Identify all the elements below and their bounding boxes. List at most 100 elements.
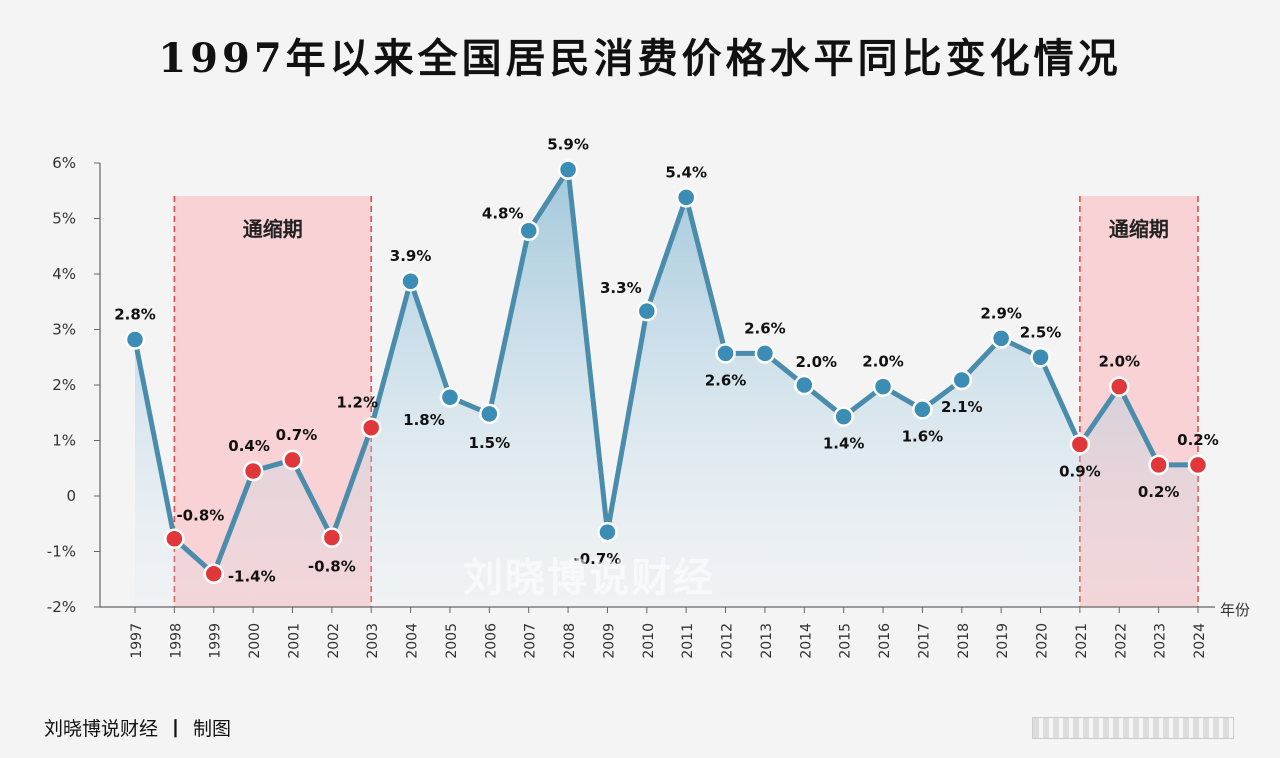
x-tick-label: 2000: [247, 623, 263, 659]
x-tick-label: 2024: [1192, 623, 1208, 659]
data-label-2013: 2.6%: [744, 319, 786, 337]
data-label-2017: 1.6%: [902, 427, 944, 445]
data-label-2009: -0.7%: [574, 550, 622, 568]
x-tick-label: 2014: [798, 623, 814, 659]
area-fill: [135, 169, 1198, 607]
footer-suffix: 制图: [193, 718, 232, 740]
data-label-2002: -0.8%: [308, 558, 356, 576]
data-point-1998: [164, 528, 185, 549]
data-label-2022: 2.0%: [1098, 353, 1140, 371]
data-label-2007: 4.8%: [482, 205, 524, 223]
data-label-2016: 2.0%: [862, 353, 904, 371]
data-point-2016: [872, 376, 894, 397]
data-label-1999: -1.4%: [228, 568, 276, 586]
x-tick-label: 2002: [326, 623, 342, 659]
x-tick-label: 2003: [365, 623, 381, 659]
x-tick-label: 2005: [444, 623, 460, 659]
y-tick-label: 1%: [52, 432, 76, 450]
data-label-2000: 0.4%: [228, 437, 270, 455]
chart-title: 1997年以来全国居民消费价格水平同比变化情况: [158, 35, 1122, 82]
y-tick-label: 6%: [52, 154, 76, 172]
y-tick-label: 4%: [52, 265, 76, 283]
data-label-2012: 2.6%: [705, 371, 747, 389]
data-point-2010: [636, 300, 658, 322]
data-label-2008: 5.9%: [547, 136, 589, 154]
data-point-2015: [833, 406, 854, 427]
data-label-2024: 0.2%: [1177, 431, 1219, 449]
data-label-2015: 1.4%: [823, 435, 865, 453]
x-axis-label: 年份: [1220, 601, 1250, 619]
data-point-2024: [1187, 454, 1209, 476]
footer-credit: 刘晓博说财经丨制图: [44, 714, 231, 741]
data-label-2023: 0.2%: [1138, 483, 1180, 501]
y-tick-label: 3%: [52, 321, 76, 339]
data-point-2001: [282, 449, 303, 471]
y-tick-label: 2%: [52, 376, 76, 394]
data-point-2007: [518, 220, 539, 241]
x-tick-label: 2016: [877, 623, 893, 659]
axes: -2% -1% 0 1% 2% 3% 4% 5% 6% 1997 1998 1999 2000 2001 2…: [47, 154, 1250, 659]
data-label-2014: 2.0%: [795, 353, 837, 371]
data-point-2003: [360, 417, 382, 438]
data-label-2018: 2.1%: [941, 398, 983, 416]
qr-stamp: [1032, 717, 1234, 739]
x-tick-label: 2019: [995, 623, 1011, 659]
x-tick-label: 2021: [1074, 623, 1090, 659]
series-line: [132, 167, 1201, 577]
x-tick-label: 1998: [168, 623, 184, 659]
data-point-2005: [439, 386, 461, 408]
x-tick-label: 2020: [1035, 623, 1051, 659]
footer-author: 刘晓博说财经: [44, 718, 159, 740]
data-label-2019: 2.9%: [980, 304, 1022, 322]
data-label-2006: 1.5%: [469, 434, 511, 452]
x-tick-label: 2023: [1153, 623, 1169, 659]
x-tick-label: 2017: [916, 623, 932, 659]
data-points: [124, 159, 1209, 584]
x-tick-label: 2006: [483, 623, 499, 659]
data-point-2002: [321, 527, 343, 548]
data-label-2010: 3.3%: [600, 279, 642, 297]
x-tick-label: 1997: [129, 623, 145, 659]
y-tick-label: -2%: [47, 598, 76, 616]
data-point-2013: [754, 343, 776, 364]
y-tick-label: 0: [66, 487, 76, 505]
data-point-2009: [597, 521, 618, 543]
data-label-2011: 5.4%: [665, 163, 707, 181]
data-point-2021: [1069, 434, 1091, 455]
footer-separator: 丨: [166, 718, 186, 740]
x-tick-label: 2007: [523, 623, 539, 659]
x-tick-label: 2015: [838, 623, 854, 659]
data-label-2020: 2.5%: [1020, 323, 1062, 341]
data-point-2019: [990, 328, 1012, 349]
data-point-1997: [124, 329, 146, 350]
data-point-2022: [1109, 376, 1130, 397]
data-point-1999: [203, 563, 224, 584]
data-label-2021: 0.9%: [1059, 462, 1101, 480]
x-tick-label: 1999: [208, 623, 224, 659]
data-point-2006: [479, 403, 500, 425]
data-label-1997: 2.8%: [114, 305, 156, 323]
data-point-2012: [715, 343, 736, 364]
x-tick-label: 2009: [601, 623, 617, 659]
x-tick-label: 2008: [562, 623, 578, 659]
y-tick-label: 5%: [52, 210, 76, 228]
data-point-2014: [794, 374, 815, 396]
data-point-2004: [400, 270, 421, 292]
data-point-2017: [912, 399, 933, 420]
data-label-2003: 1.2%: [336, 394, 378, 412]
y-tick-label: -1%: [47, 543, 76, 561]
data-point-2008: [557, 159, 579, 180]
data-label-2004: 3.9%: [390, 247, 432, 265]
area-fill-path: [135, 169, 1198, 607]
data-point-2018: [951, 369, 973, 391]
data-point-2023: [1148, 454, 1169, 476]
x-tick-label: 2022: [1113, 623, 1129, 659]
deflation-label-2: 通缩期: [1109, 217, 1169, 241]
x-tick-label: 2013: [759, 623, 775, 659]
x-tick-label: 2011: [680, 623, 696, 659]
data-label-1998: -0.8%: [176, 507, 224, 525]
watermark: 刘晓博说财经: [463, 555, 715, 601]
cpi-line: [132, 167, 1201, 577]
x-tick-label: 2001: [286, 623, 302, 659]
